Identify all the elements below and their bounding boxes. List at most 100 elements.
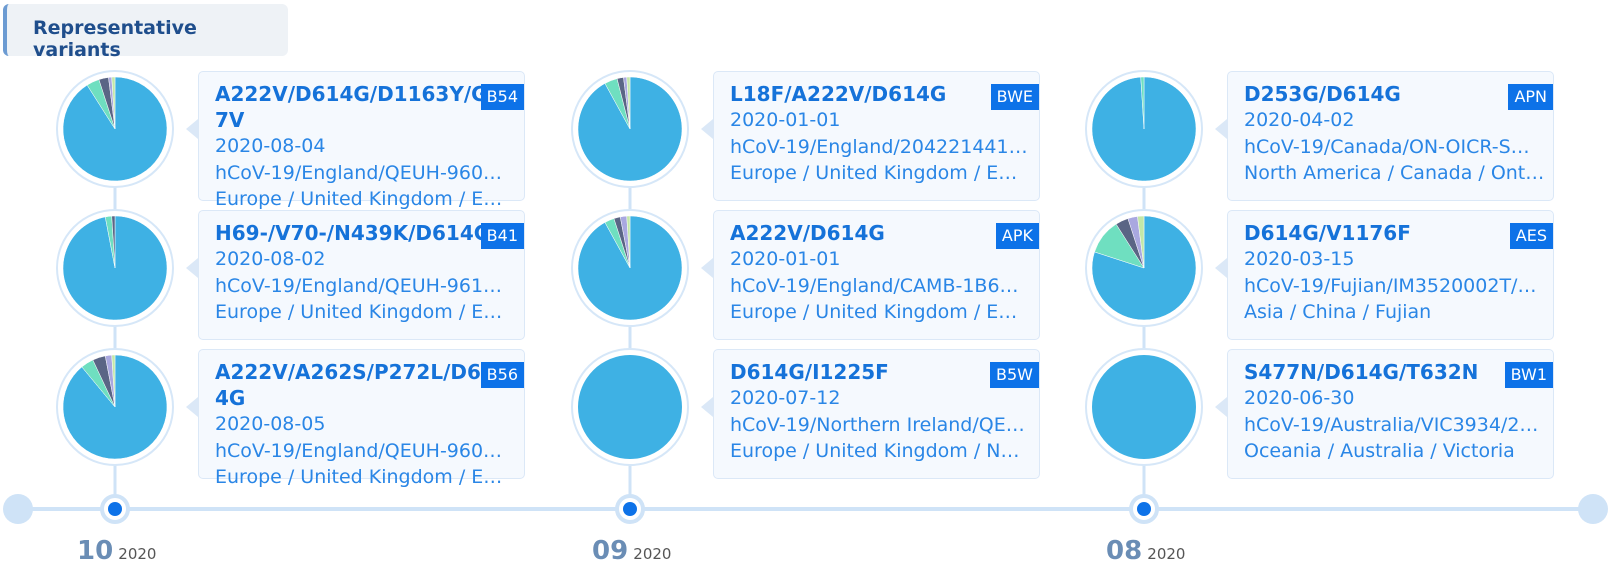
lineage-tag: BW1 bbox=[1504, 362, 1553, 388]
pointer-shape bbox=[186, 258, 198, 278]
card-pointer bbox=[1215, 258, 1227, 278]
pie-slice bbox=[1140, 76, 1145, 130]
location: Asia / China / Fujian bbox=[1244, 301, 1432, 323]
pointer-shape bbox=[1215, 397, 1227, 417]
section-title: Representative variants bbox=[3, 4, 288, 61]
pie-slice bbox=[626, 215, 631, 269]
variant-card[interactable]: D614G/I1225F B5W 2020-07-12 hCoV-19/Norther… bbox=[713, 349, 1040, 479]
pie-chart bbox=[1085, 209, 1203, 327]
location: Oceania / Australia / Victoria bbox=[1244, 440, 1515, 462]
pie-chart bbox=[571, 70, 689, 188]
year: 2020 bbox=[118, 545, 157, 563]
variant-name: D614G/V1176F bbox=[1244, 221, 1411, 245]
date: 2020-01-01 bbox=[730, 248, 841, 270]
location: Europe / United Kingdom / E… bbox=[730, 301, 1018, 323]
pointer-shape bbox=[701, 397, 713, 417]
pie-slice bbox=[1092, 355, 1196, 459]
pie-chart bbox=[1085, 70, 1203, 188]
lineage-tag: BWE bbox=[990, 84, 1039, 110]
strain: hCoV-19/England/QEUH-960… bbox=[215, 439, 503, 462]
pie-slice bbox=[111, 76, 116, 130]
variant-card[interactable]: D253G/D614G APN 2020-04-02 hCoV-19/Canada/O… bbox=[1227, 71, 1554, 201]
pointer-shape bbox=[701, 119, 713, 139]
pie-chart bbox=[56, 70, 174, 188]
strain: hCoV-19/Fujian/IM3520002T/… bbox=[1244, 274, 1537, 297]
card-pointer bbox=[701, 397, 713, 417]
date: 2020-08-04 bbox=[215, 135, 326, 157]
lineage-tag: B56 bbox=[480, 362, 524, 388]
pie-chart bbox=[1085, 348, 1203, 466]
period-label: 10 2020 bbox=[77, 536, 156, 566]
lineage-tag: APK bbox=[995, 223, 1039, 249]
pointer-shape bbox=[1215, 258, 1227, 278]
pointer-shape bbox=[186, 119, 198, 139]
variant-card[interactable]: A222V/D614G APK 2020-01-01 hCoV-19/England/… bbox=[713, 210, 1040, 340]
date: 2020-08-05 bbox=[215, 413, 326, 435]
period-label: 08 2020 bbox=[1106, 536, 1185, 566]
timeline-dot bbox=[623, 502, 637, 516]
card-pointer bbox=[1215, 119, 1227, 139]
pointer-shape bbox=[701, 258, 713, 278]
strain: hCoV-19/England/QEUH-961… bbox=[215, 274, 503, 297]
location: Europe / United Kingdom / E… bbox=[215, 301, 503, 323]
strain: hCoV-19/England/CAMB-1B6… bbox=[730, 274, 1019, 297]
variant-card[interactable]: D614G/V1176F AES 2020-03-15 hCoV-19/Fujian/… bbox=[1227, 210, 1554, 340]
timeline-end bbox=[3, 494, 33, 524]
variant-name: H69-/V70-/N439K/D614G bbox=[215, 221, 491, 245]
location: Europe / United Kingdom / E… bbox=[730, 162, 1018, 184]
strain: hCoV-19/England/QEUH-960… bbox=[215, 161, 503, 184]
variant-name: A222V/A262S/P272L/D614G bbox=[215, 360, 495, 410]
pie-slice bbox=[626, 76, 631, 130]
variant-card[interactable]: A222V/A262S/P272L/D614G B56 2020-08-05 hCoV… bbox=[198, 349, 525, 488]
pie-slice bbox=[62, 76, 168, 182]
variant-card[interactable]: A222V/D614G/D1163Y/G67V B54 2020-08-04 hCoV… bbox=[198, 71, 525, 210]
year: 2020 bbox=[1147, 545, 1186, 563]
card-pointer bbox=[186, 397, 198, 417]
variant-card[interactable]: H69-/V70-/N439K/D614G B41 2020-08-02 hCoV-1… bbox=[198, 210, 525, 340]
card-pointer bbox=[701, 258, 713, 278]
variant-name: D614G/I1225F bbox=[730, 360, 889, 384]
location: North America / Canada / Ont… bbox=[1244, 162, 1545, 184]
pie-slice bbox=[578, 355, 682, 459]
card-pointer bbox=[186, 258, 198, 278]
date: 2020-06-30 bbox=[1244, 387, 1355, 409]
variant-name: D253G/D614G bbox=[1244, 82, 1401, 106]
date: 2020-08-02 bbox=[215, 248, 326, 270]
pie-slice bbox=[111, 215, 116, 269]
variant-name: L18F/A222V/D614G bbox=[730, 82, 947, 106]
variant-card[interactable]: S477N/D614G/T632N BW1 2020-06-30 hCoV-19/Au… bbox=[1227, 349, 1554, 479]
period-label: 09 2020 bbox=[592, 536, 671, 566]
variant-name: S477N/D614G/T632N bbox=[1244, 360, 1479, 384]
strain: hCoV-19/Northern Ireland/QE… bbox=[730, 413, 1025, 436]
strain: hCoV-19/Australia/VIC3934/2… bbox=[1244, 413, 1539, 436]
month: 09 bbox=[592, 536, 629, 566]
pie-chart bbox=[56, 348, 174, 466]
lineage-tag: B41 bbox=[480, 223, 524, 249]
date: 2020-04-02 bbox=[1244, 109, 1355, 131]
pie-slice bbox=[111, 354, 116, 408]
pie-chart bbox=[56, 209, 174, 327]
location: Europe / United Kingdom / N… bbox=[730, 440, 1020, 462]
variant-card[interactable]: L18F/A222V/D614G BWE 2020-01-01 hCoV-19/Eng… bbox=[713, 71, 1040, 201]
lineage-tag: B54 bbox=[480, 84, 524, 110]
card-pointer bbox=[701, 119, 713, 139]
timeline-end bbox=[1578, 494, 1608, 524]
year: 2020 bbox=[633, 545, 672, 563]
date: 2020-01-01 bbox=[730, 109, 841, 131]
lineage-tag: APN bbox=[1508, 84, 1553, 110]
variant-name: A222V/D614G/D1163Y/G67V bbox=[215, 82, 502, 132]
card-pointer bbox=[1215, 397, 1227, 417]
pie-slice bbox=[1137, 215, 1145, 269]
date: 2020-03-15 bbox=[1244, 248, 1355, 270]
pointer-shape bbox=[186, 397, 198, 417]
lineage-tag: B5W bbox=[990, 362, 1039, 388]
date: 2020-07-12 bbox=[730, 387, 841, 409]
lineage-tag: AES bbox=[1509, 223, 1553, 249]
month: 10 bbox=[77, 536, 114, 566]
month: 08 bbox=[1106, 536, 1143, 566]
location: Europe / United Kingdom / E… bbox=[215, 188, 503, 210]
strain: hCoV-19/Canada/ON-OICR-S… bbox=[1244, 135, 1530, 158]
timeline-dot bbox=[1137, 502, 1151, 516]
location: Europe / United Kingdom / E… bbox=[215, 466, 503, 488]
